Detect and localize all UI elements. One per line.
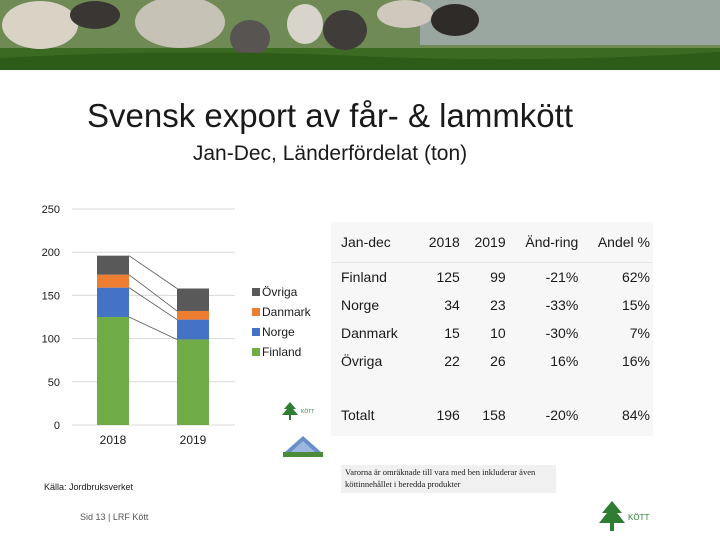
table-cell: -21% — [508, 262, 582, 291]
legend-label: Danmark — [262, 305, 312, 319]
page-footer: Sid 13 | LRF Kött — [80, 512, 149, 522]
table-cell: 16% — [621, 353, 650, 369]
series-connector-line — [128, 255, 178, 289]
table-cell: Norge — [341, 297, 380, 313]
legend-label: Norge — [262, 325, 295, 339]
data-table: Jan-dec 2018 2019 Änd-ring Andel % Finla… — [331, 222, 653, 436]
jordbruksverket-logo-icon — [283, 436, 323, 457]
legend-label: Finland — [262, 345, 301, 359]
legend-swatch — [252, 288, 260, 296]
table-cell: 196 — [436, 407, 460, 423]
table-header-row: Jan-dec 2018 2019 Änd-ring Andel % — [331, 222, 653, 263]
table-cell: 34 — [444, 297, 460, 313]
table-cell: 26 — [490, 353, 506, 369]
table-cell: 62% — [581, 262, 653, 291]
lrf-kott-logo-icon: KÖTT — [282, 402, 314, 420]
y-tick-label: 250 — [42, 204, 60, 216]
table-cell: 16% — [550, 353, 579, 369]
legend-swatch — [252, 348, 260, 356]
table-spacer-row — [331, 375, 653, 401]
table-row: Övriga 22 26 16% 16% — [331, 347, 653, 375]
table-row: Danmark 15 10 -30% 7% — [331, 319, 653, 347]
legend-swatch — [252, 328, 260, 336]
sheep-photo-icon — [0, 0, 720, 70]
table-header-cell: 2019 — [474, 234, 506, 250]
table-cell: Övriga — [341, 353, 383, 369]
table-row: Finland 125 99 -21% 62% — [331, 262, 653, 291]
table-header-cell: Änd-ring — [525, 234, 579, 250]
table-cell: 15% — [621, 297, 650, 313]
table-cell: 10 — [490, 325, 506, 341]
logo-text: KÖTT — [628, 513, 649, 522]
legend-label: Övriga — [262, 285, 298, 299]
bar-danmark-2018 — [97, 274, 129, 288]
y-tick-label: 200 — [42, 247, 60, 259]
lrf-kott-logo-bottom: KÖTT — [596, 499, 668, 538]
table-cell: Totalt — [341, 407, 375, 423]
table-cell: -30% — [545, 325, 579, 341]
bar-finland-2019 — [177, 339, 209, 425]
table-cell: -20% — [545, 407, 579, 423]
table-cell: 84% — [621, 407, 650, 423]
bar-övriga-2019 — [177, 288, 209, 311]
bar-finland-2018 — [97, 317, 129, 425]
table-cell: -33% — [545, 297, 579, 313]
table-cell: Danmark — [341, 325, 398, 341]
series-connector-line — [128, 274, 178, 312]
footnote-box: Varorna är omräknade till vara med ben i… — [341, 465, 556, 493]
legend-swatch — [252, 308, 260, 316]
page-title: Svensk export av får- & lammkött — [87, 97, 573, 134]
table-cell: 99 — [462, 262, 509, 291]
bar-övriga-2018 — [97, 255, 129, 275]
logo-text: KÖTT — [301, 408, 314, 415]
source-text: Källa: Jordbruksverket — [44, 482, 134, 492]
y-tick-label: 50 — [48, 377, 60, 389]
series-connector-line — [128, 287, 178, 320]
table-cell: 23 — [490, 297, 506, 313]
sheep-photo-banner — [0, 0, 720, 70]
table-cell: 125 — [417, 262, 463, 291]
x-tick-label: 2018 — [100, 433, 127, 447]
table-header-cell: Andel % — [597, 234, 650, 250]
table-header-cell: 2018 — [428, 234, 460, 250]
table-header-cell: Jan-dec — [341, 234, 391, 250]
lrf-kott-bottom-icon: KÖTT — [599, 501, 649, 531]
stacked-bar-chart: 0 50 100 150 200 250 2018 2019 Övriga Danmark Norg… — [42, 204, 312, 447]
bar-norge-2018 — [97, 287, 129, 317]
table-cell: 158 — [482, 407, 506, 423]
table-cell: 22 — [444, 353, 460, 369]
series-connector-line — [128, 316, 178, 340]
y-tick-label: 100 — [42, 334, 60, 346]
table-row: Norge 34 23 -33% 15% — [331, 291, 653, 319]
table-cell: 15 — [444, 325, 460, 341]
jordbruksverket-logo — [281, 432, 325, 463]
y-tick-label: 150 — [42, 290, 60, 302]
table-total-row: Totalt 196 158 -20% 84% — [331, 401, 653, 429]
bar-norge-2019 — [177, 319, 209, 340]
table-cell: Finland — [331, 262, 418, 291]
page-subtitle: Jan-Dec, Länderfördelat (ton) — [192, 142, 468, 165]
y-tick-label: 0 — [54, 420, 60, 432]
x-tick-label: 2019 — [180, 433, 207, 447]
table-cell: 7% — [629, 325, 650, 341]
bar-danmark-2019 — [177, 310, 209, 320]
lrf-kott-logo: KÖTT — [280, 400, 324, 427]
